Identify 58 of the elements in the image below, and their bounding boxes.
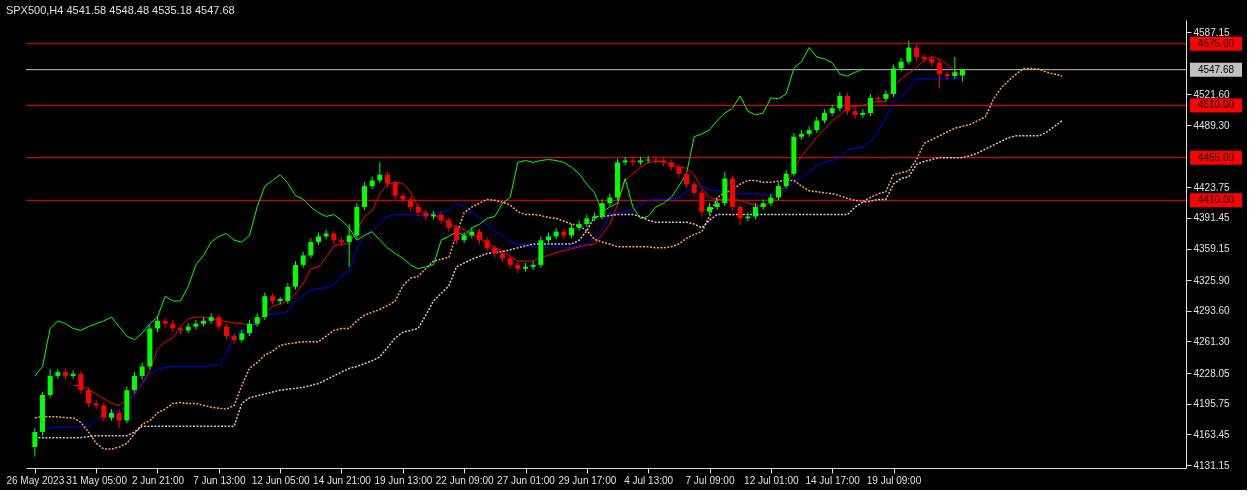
- candlestick: [937, 59, 942, 89]
- y-tick-label: 4325.90: [1193, 274, 1231, 286]
- candlestick: [906, 40, 912, 66]
- x-tick-label: 29 Jun 17:00: [558, 474, 617, 486]
- candlestick: [346, 223, 352, 268]
- y-tick-label: 4489.30: [1193, 119, 1231, 131]
- candlestick: [262, 291, 268, 321]
- candlestick: [362, 181, 367, 211]
- y-tick-label: 4261.30: [1193, 335, 1231, 347]
- x-tick-label: 2 Jun 21:00: [131, 474, 185, 486]
- x-tick-label: 4 Jul 13:00: [624, 474, 674, 486]
- candlestick: [308, 237, 314, 259]
- x-tick-label: 19 Jul 09:00: [866, 474, 922, 486]
- ref-line-label: 4547.68: [1197, 63, 1235, 75]
- line-series: [34, 67, 1063, 450]
- y-tick-label: 4391.45: [1193, 212, 1231, 224]
- y-tick-label: 4359.15: [1193, 243, 1231, 255]
- candlestick: [101, 402, 107, 422]
- x-tick-label: 26 May 2023: [6, 474, 65, 486]
- y-tick-label: 4423.75: [1193, 181, 1231, 193]
- candlestick: [599, 198, 605, 220]
- ref-line-label: 4410.00: [1197, 194, 1235, 206]
- line-series: [34, 47, 864, 377]
- y-tick-label: 4587.15: [1193, 26, 1231, 38]
- y-tick-label: 4228.05: [1193, 367, 1231, 379]
- x-tick-label: 22 Jun 09:00: [435, 474, 495, 486]
- x-tick-label: 7 Jun 13:00: [193, 474, 246, 486]
- x-tick-label: 14 Jun 21:00: [313, 474, 372, 486]
- x-tick-label: 7 Jul 09:00: [685, 474, 735, 486]
- candlestick: [737, 203, 743, 226]
- x-tick-label: 12 Jul 01:00: [744, 474, 800, 486]
- candlestick: [47, 368, 53, 399]
- x-tick-label: 12 Jun 05:00: [251, 474, 311, 486]
- x-tick-label: 14 Jul 17:00: [805, 474, 861, 486]
- y-tick-label: 4195.75: [1193, 398, 1231, 410]
- candlestick: [285, 282, 291, 305]
- candlestick: [32, 427, 38, 458]
- candlestick: [454, 224, 459, 245]
- y-tick-label: 4293.60: [1193, 305, 1231, 317]
- x-tick-label: 31 May 05:00: [66, 474, 128, 486]
- candlestick: [837, 91, 843, 112]
- x-tick-label: 27 Jun 01:00: [497, 474, 556, 486]
- ref-line-label: 4510.00: [1197, 99, 1235, 111]
- ref-line-label: 4455.00: [1197, 151, 1235, 163]
- candlestick: [132, 371, 137, 394]
- x-tick-label: 19 Jun 13:00: [374, 474, 433, 486]
- candlestick: [293, 260, 298, 291]
- candlestick: [78, 370, 84, 395]
- candlestick: [116, 409, 122, 429]
- candlestick: [783, 169, 789, 190]
- y-tick-label: 4131.15: [1193, 459, 1231, 471]
- candlestick: [952, 56, 958, 80]
- chart-title: SPX500,H4 4541.58 4548.48 4535.18 4547.68: [5, 4, 235, 16]
- y-tick-label: 4163.45: [1193, 428, 1231, 440]
- candlestick: [776, 181, 781, 201]
- candlestick: [868, 93, 873, 117]
- ref-line-label: 4575.00: [1197, 37, 1235, 49]
- y-tick-label: 4521.60: [1193, 88, 1231, 100]
